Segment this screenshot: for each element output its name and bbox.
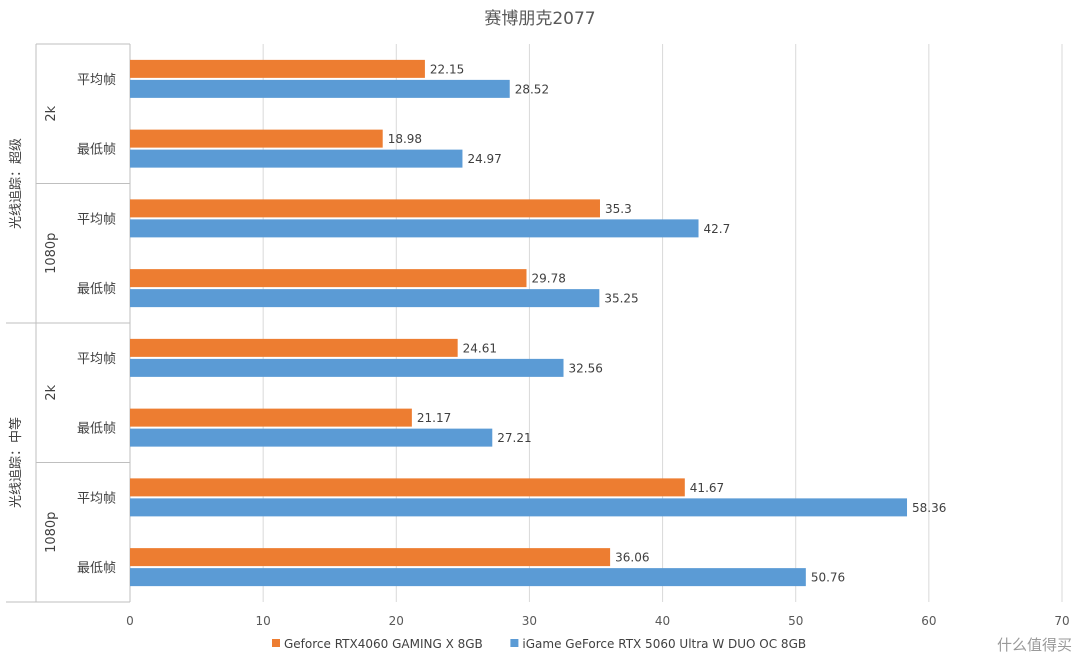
legend-entry: iGame GeForce RTX 5060 Ultra W DUO OC 8G… bbox=[522, 637, 806, 651]
data-label: 24.61 bbox=[463, 341, 497, 355]
subgroup-label: 1080p bbox=[44, 512, 59, 553]
legend-swatch bbox=[272, 639, 280, 647]
x-tick-label: 20 bbox=[389, 614, 404, 628]
bar-rtx5060 bbox=[130, 289, 600, 308]
data-label: 50.76 bbox=[811, 571, 845, 585]
category-label: 最低帧 bbox=[77, 282, 116, 297]
category-label: 平均帧 bbox=[77, 352, 116, 367]
bar-rtx5060 bbox=[130, 219, 699, 238]
bar-rtx4060 bbox=[130, 199, 600, 218]
data-label: 28.52 bbox=[515, 82, 549, 96]
data-label: 18.98 bbox=[388, 132, 422, 146]
bar-rtx5060 bbox=[130, 79, 510, 98]
bar-rtx4060 bbox=[130, 408, 412, 427]
bar-rtx4060 bbox=[130, 338, 458, 357]
chart-title: 赛博朋克2077 bbox=[484, 8, 595, 29]
data-label: 35.3 bbox=[605, 202, 632, 216]
data-label: 21.17 bbox=[417, 411, 451, 425]
x-tick-label: 70 bbox=[1054, 614, 1069, 628]
bar-rtx5060 bbox=[130, 149, 463, 168]
category-label: 平均帧 bbox=[77, 212, 116, 227]
data-label: 36.06 bbox=[615, 551, 649, 565]
legend-entry: Geforce RTX4060 GAMING X 8GB bbox=[284, 637, 483, 651]
x-tick-label: 50 bbox=[788, 614, 803, 628]
group-label: 光线追踪：中等 bbox=[8, 417, 24, 508]
bar-rtx5060 bbox=[130, 498, 908, 517]
subgroup-label: 2k bbox=[44, 105, 59, 121]
category-label: 最低帧 bbox=[77, 561, 116, 576]
legend-swatch bbox=[510, 639, 519, 647]
bar-rtx5060 bbox=[130, 428, 493, 447]
bar-rtx4060 bbox=[130, 59, 425, 78]
data-label: 58.36 bbox=[912, 501, 946, 515]
category-label: 最低帧 bbox=[77, 143, 116, 158]
x-tick-label: 40 bbox=[655, 614, 670, 628]
bar-rtx5060 bbox=[130, 358, 564, 377]
data-label: 32.56 bbox=[569, 361, 603, 375]
bar-rtx4060 bbox=[130, 129, 383, 148]
data-label: 42.7 bbox=[704, 222, 731, 236]
category-label: 平均帧 bbox=[77, 73, 116, 88]
category-label: 最低帧 bbox=[77, 422, 116, 437]
data-label: 35.25 bbox=[604, 292, 638, 306]
x-tick-label: 30 bbox=[522, 614, 537, 628]
data-label: 22.15 bbox=[430, 62, 464, 76]
x-tick-label: 10 bbox=[256, 614, 271, 628]
watermark: 什么值得买 bbox=[997, 636, 1072, 654]
category-label: 平均帧 bbox=[77, 491, 116, 506]
x-tick-label: 60 bbox=[921, 614, 936, 628]
x-tick-label: 0 bbox=[126, 614, 134, 628]
data-label: 41.67 bbox=[690, 481, 724, 495]
subgroup-label: 1080p bbox=[44, 233, 59, 274]
subgroup-label: 2k bbox=[44, 384, 59, 400]
data-label: 27.21 bbox=[497, 431, 531, 445]
bar-rtx4060 bbox=[130, 478, 685, 497]
group-label: 光线追踪：超级 bbox=[8, 138, 24, 229]
bar-rtx4060 bbox=[130, 269, 527, 288]
data-label: 24.97 bbox=[467, 152, 501, 166]
bar-rtx5060 bbox=[130, 568, 806, 587]
data-label: 29.78 bbox=[531, 272, 565, 286]
bar-rtx4060 bbox=[130, 548, 611, 567]
